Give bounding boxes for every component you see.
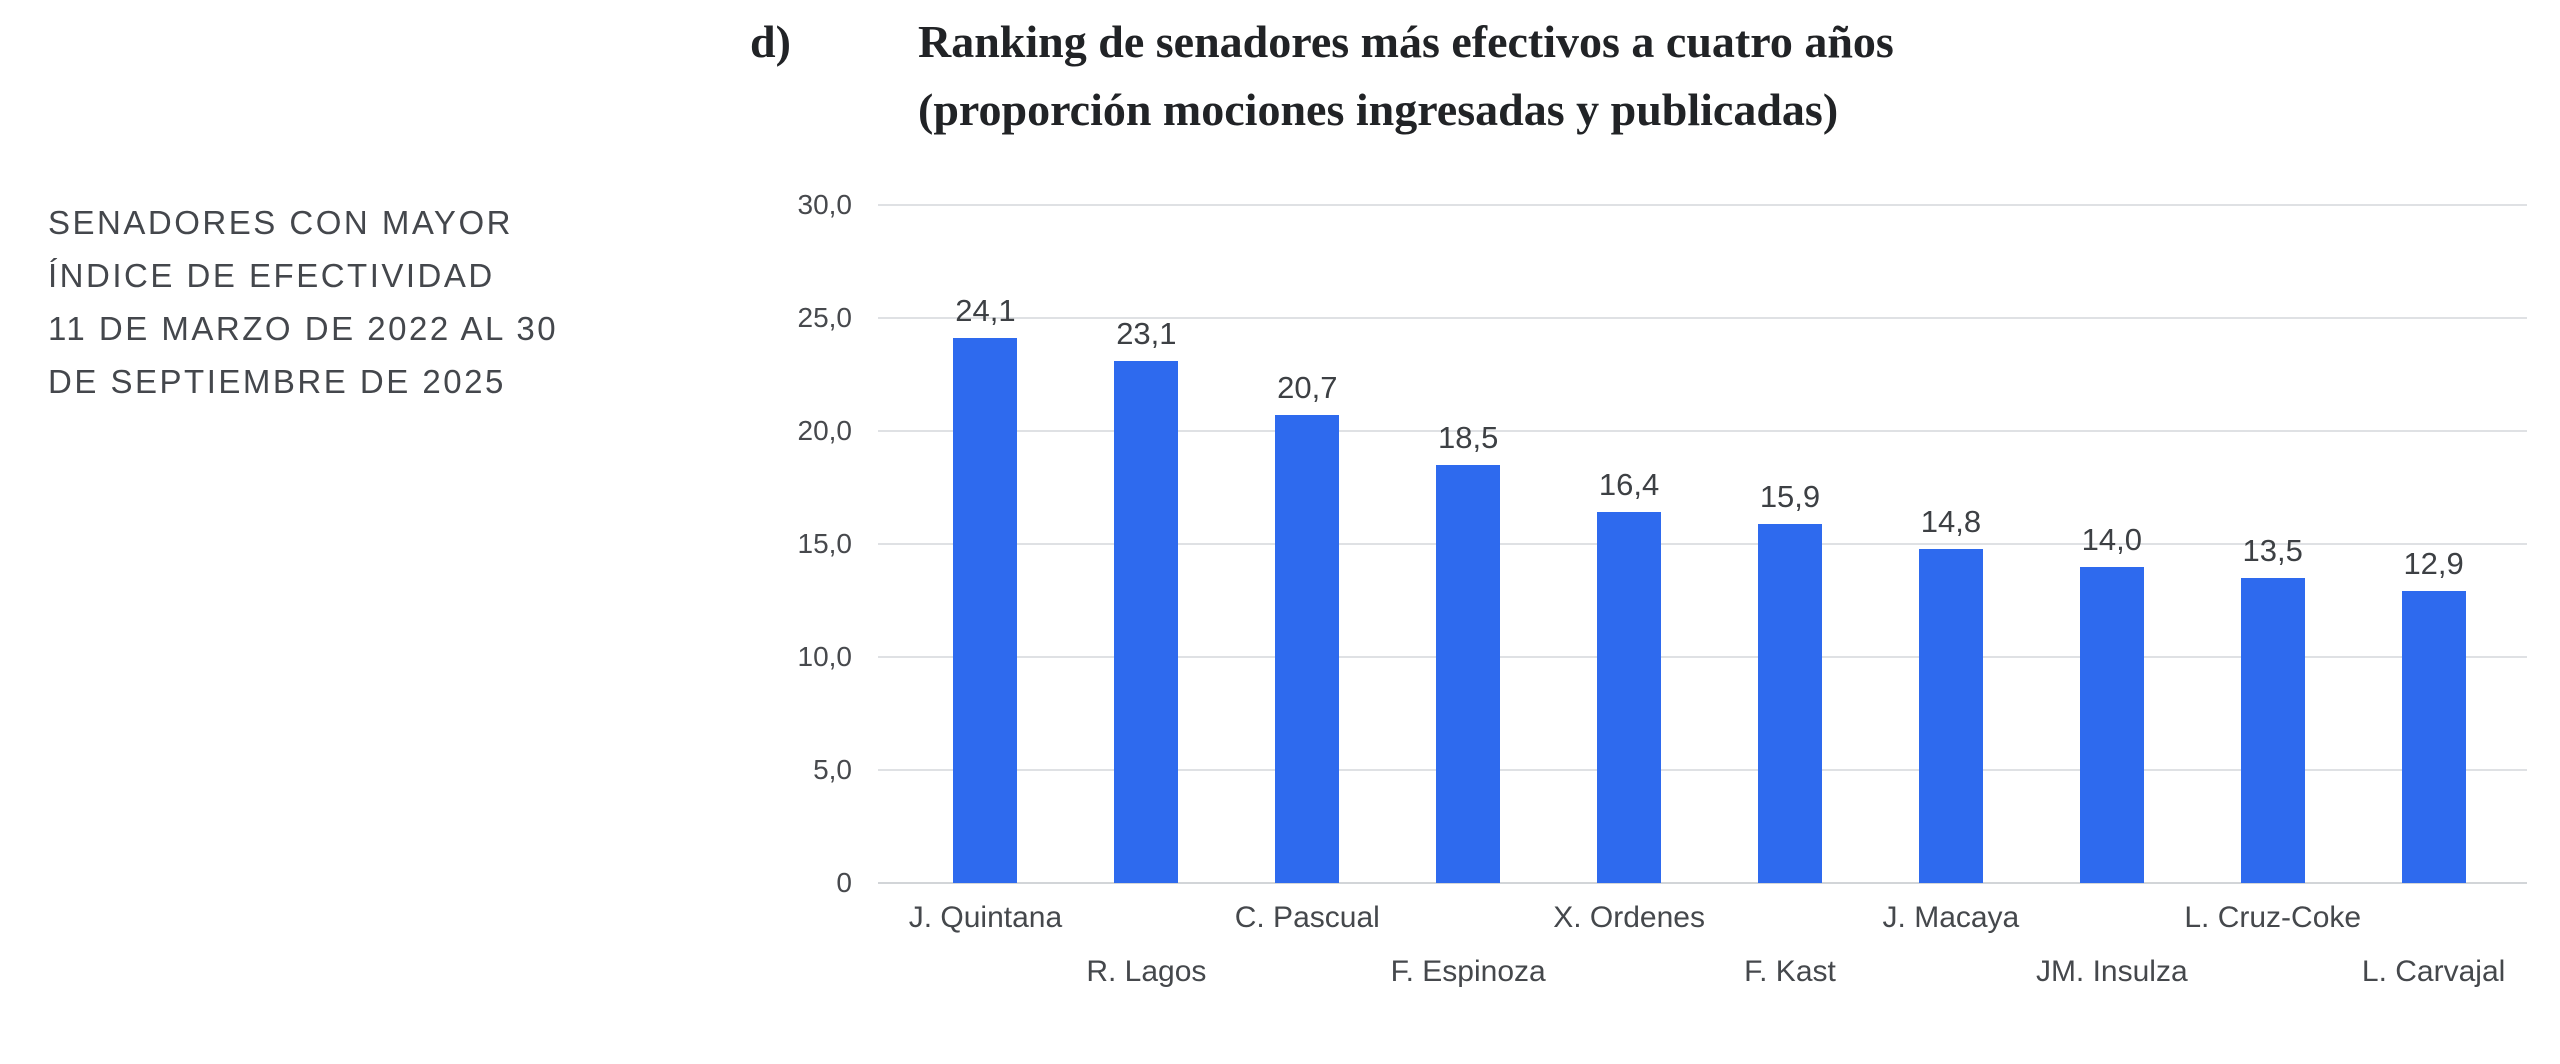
bars-row: 24,1 J. Quintana 23,1 R. Lagos 20,7 C. Pascua…: [905, 205, 2514, 989]
gridline: [878, 204, 2527, 206]
bar-value-label: 20,7: [1277, 370, 1338, 405]
y-axis-tick-label: 20,0: [797, 415, 853, 446]
bar-group: 16,4 X. Ordenes: [1549, 205, 1710, 935]
bar-group: 20,7 C. Pascual: [1227, 205, 1388, 935]
x-axis-category-label: L. Cruz-Coke: [2184, 901, 2362, 934]
bar-value-label: 16,4: [1598, 467, 1660, 502]
x-axis-category-label: C. Pascual: [1234, 901, 1380, 934]
y-axis-tick-label: 30,0: [797, 189, 853, 220]
bar: [1757, 524, 1822, 883]
gridline: [878, 543, 2527, 545]
x-axis-category-label: JM. Insulza: [2035, 955, 2188, 988]
bar-value-label: 24,1: [955, 293, 1016, 328]
y-axis-tick-label: 25,0: [797, 302, 853, 333]
chart-title: Ranking de senadores más efectivos a cua…: [918, 8, 1894, 144]
bar-group: 14,8 J. Macaya: [1870, 205, 2031, 935]
panel-label: d): [750, 16, 791, 67]
y-axis-tick-label: 5,0: [813, 754, 852, 785]
bar: [953, 338, 1018, 883]
bar-value-label: 14,0: [2081, 522, 2142, 557]
bar-group: 24,1 J. Quintana: [905, 205, 1066, 935]
x-axis-category-label: J. Quintana: [908, 901, 1063, 934]
bar-chart: 30,0 25,0 20,0 15,0 10,0 5,0 0 24,1 J. Quintana 2…: [798, 190, 2527, 989]
bar-group: 23,1 R. Lagos: [1066, 205, 1227, 989]
bar-value-label: 18,5: [1438, 420, 1499, 455]
gridline: [878, 769, 2527, 771]
y-axis-tick-label: 0: [836, 867, 852, 898]
chart-side-note: SENADORES CON MAYOR ÍNDICE DE EFECTIVIDA…: [48, 196, 688, 408]
bar: [1275, 415, 1340, 883]
x-axis-category-label: F. Kast: [1744, 955, 1836, 988]
side-note-line: 11 DE MARZO DE 2022 AL 30: [48, 310, 559, 347]
gridline: [878, 317, 2527, 319]
bar-group: 13,5 L. Cruz-Coke: [2184, 205, 2361, 935]
x-axis-category-label: L. Carvajal: [2361, 955, 2506, 988]
side-note-line: ÍNDICE DE EFECTIVIDAD: [48, 257, 495, 294]
bar-group: 12,9 L. Carvajal: [2353, 205, 2514, 989]
x-axis-category-label: F. Espinoza: [1390, 955, 1546, 988]
x-axis-category-label: R. Lagos: [1086, 955, 1207, 988]
bar-value-label: 13,5: [2242, 533, 2303, 568]
side-note-line: DE SEPTIEMBRE DE 2025: [48, 363, 506, 400]
bar: [1918, 549, 1983, 883]
chart-heading: d) Ranking de senadores más efectivos a …: [750, 8, 1894, 144]
bar: [2079, 567, 2144, 883]
gridline: [878, 430, 2527, 432]
side-note-line: SENADORES CON MAYOR: [48, 204, 513, 241]
y-axis-tick-label: 15,0: [797, 528, 853, 559]
bar-group: 14,0 JM. Insulza: [2031, 205, 2192, 989]
x-axis-line: [878, 882, 2527, 884]
x-axis-category-label: J. Macaya: [1882, 901, 2020, 934]
x-axis-category-label: X. Ordenes: [1553, 901, 1705, 934]
bar-value-label: 23,1: [1116, 316, 1177, 351]
bar-group: 15,9 F. Kast: [1710, 205, 1871, 989]
bar-value-label: 12,9: [2403, 546, 2464, 581]
bar-value-label: 14,8: [1920, 504, 1982, 539]
chart-title-line-1: Ranking de senadores más efectivos a cua…: [918, 16, 1894, 67]
bar: [2240, 578, 2305, 883]
y-axis-tick-label: 10,0: [797, 641, 853, 672]
gridline: [878, 656, 2527, 658]
chart-title-line-2: (proporción mociones ingresadas y public…: [918, 84, 1839, 135]
bar: [1114, 361, 1179, 883]
bar: [2401, 591, 2466, 883]
bar-value-label: 15,9: [1759, 479, 1821, 514]
bar: [1597, 512, 1662, 883]
bar: [1436, 465, 1501, 883]
bar-group: 18,5 F. Espinoza: [1388, 205, 1549, 989]
